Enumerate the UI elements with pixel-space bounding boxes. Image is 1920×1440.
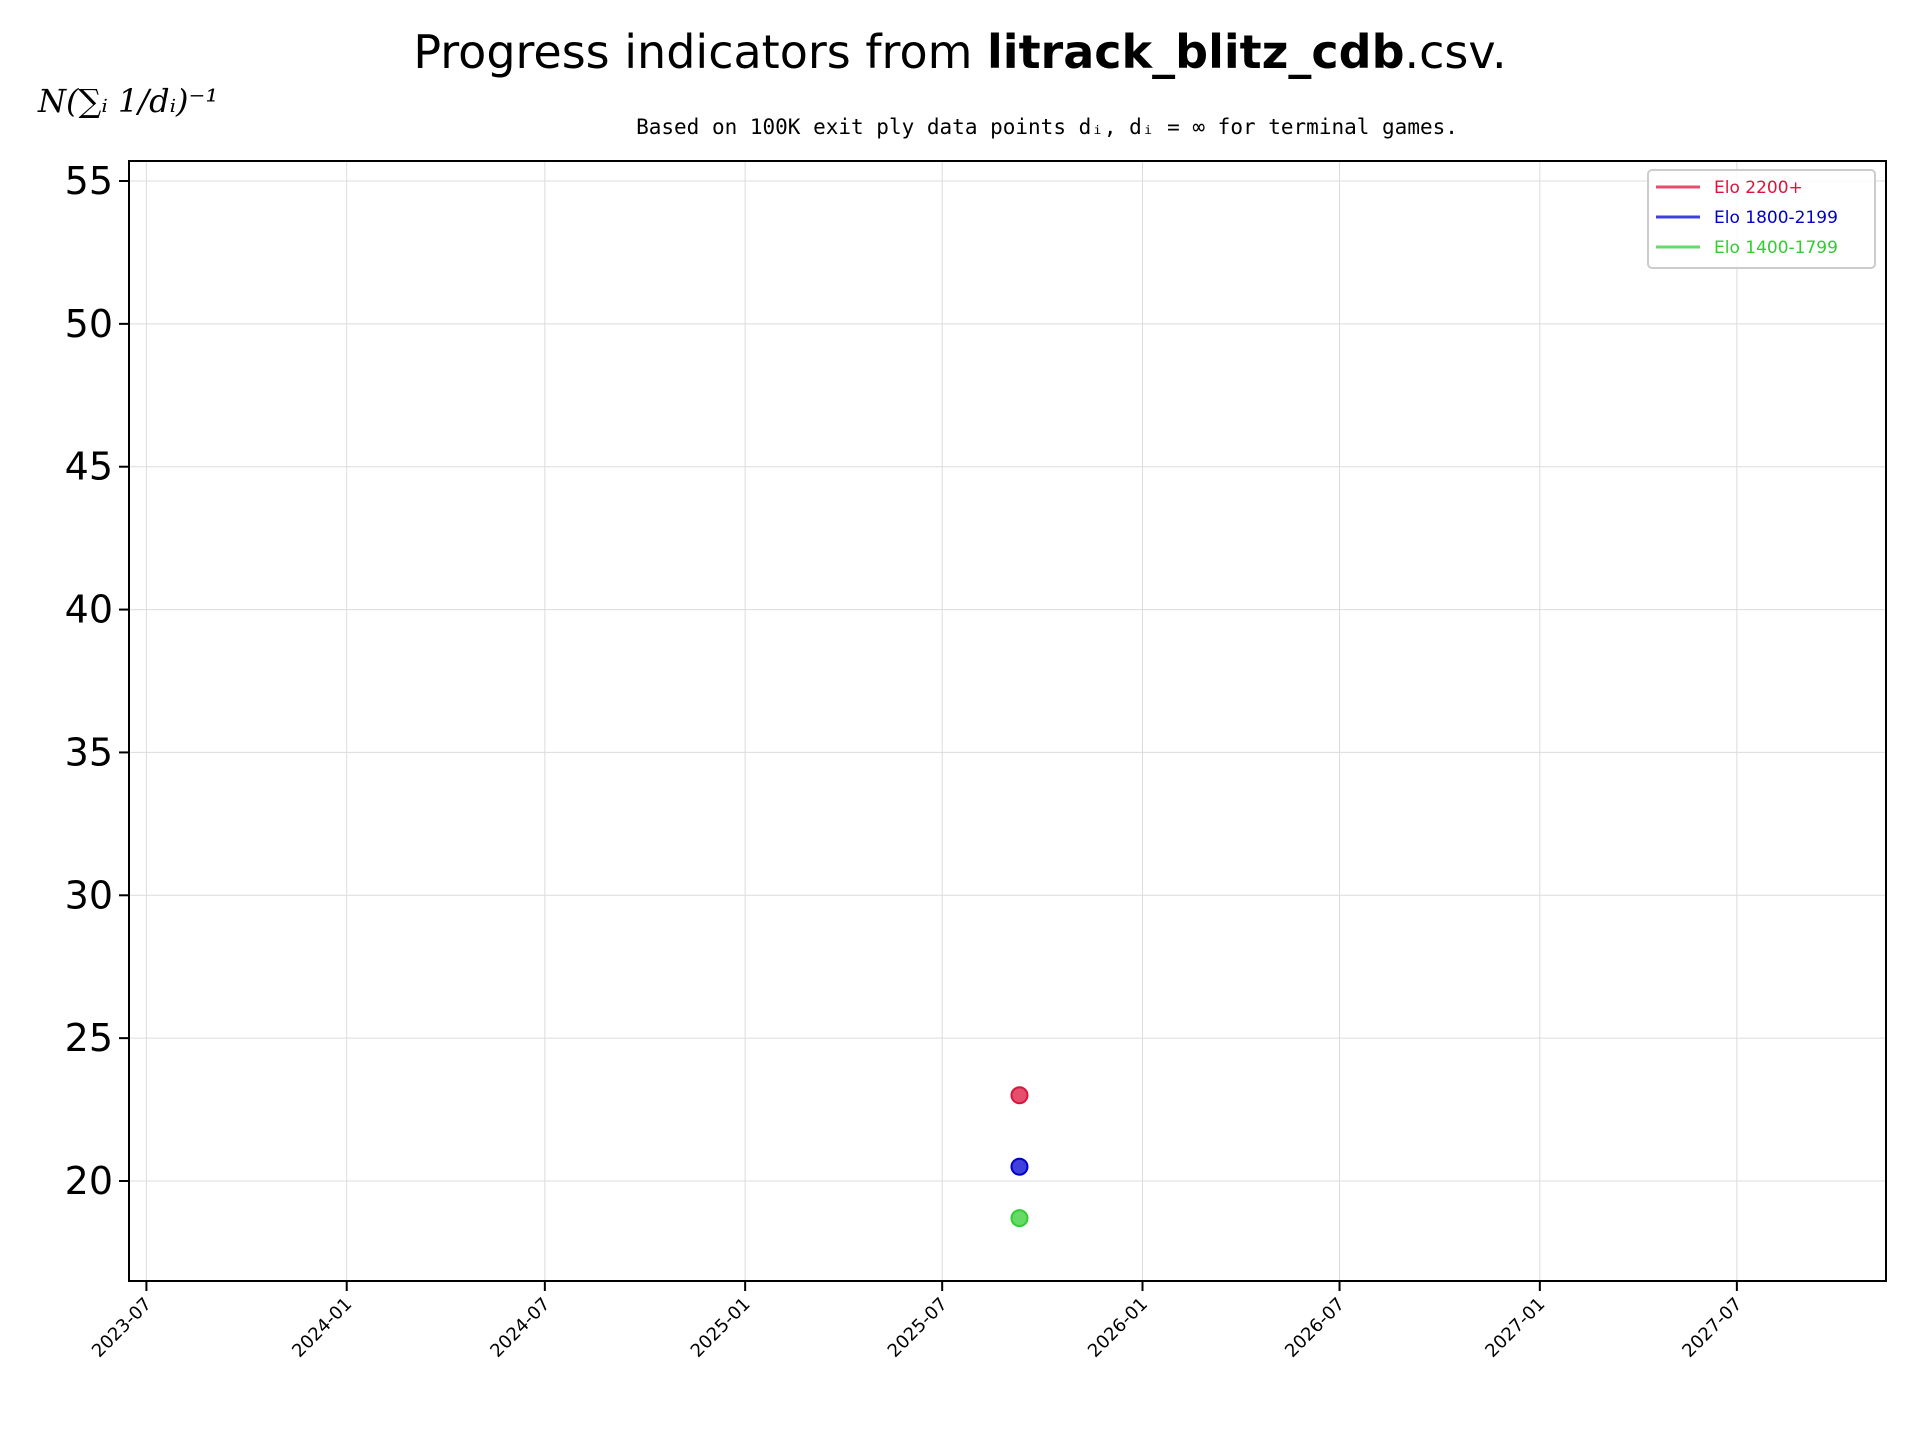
data-point [1010, 1086, 1029, 1105]
legend-label: Elo 1800-2199 [1714, 208, 1838, 228]
legend-label: Elo 1400-1799 [1714, 238, 1838, 258]
plot-frame [128, 160, 1887, 1282]
x-tick-label: 2026-07 [1281, 1294, 1349, 1362]
y-tick-label: 45 [65, 445, 113, 489]
x-tick-label: 2024-01 [288, 1294, 356, 1362]
legend-label: Elo 2200+ [1714, 178, 1803, 198]
y-axis-label: N(∑ᵢ 1/dᵢ)⁻¹ [37, 82, 218, 120]
y-tick-label: 50 [65, 302, 113, 346]
legend: Elo 2200+ Elo 1800-2199 Elo 1400-1799 [1647, 169, 1876, 269]
x-tick-label: 2026-01 [1084, 1294, 1152, 1362]
y-tick-label: 30 [65, 873, 113, 917]
chart-title-suffix: .csv. [1405, 25, 1507, 79]
y-tick-label: 55 [65, 159, 113, 203]
y-tick-label: 35 [65, 730, 113, 774]
chart-title: Progress indicators from litrack_blitz_c… [413, 25, 1506, 79]
x-tick-label: 2025-01 [687, 1294, 755, 1362]
chart-title-bold: litrack_blitz_cdb [987, 25, 1404, 79]
data-point [1010, 1209, 1029, 1228]
x-tick-label: 2023-07 [88, 1294, 156, 1362]
chart-title-prefix: Progress indicators from [413, 25, 987, 79]
y-tick-label: 40 [65, 588, 113, 632]
y-tick-label: 20 [65, 1159, 113, 1203]
y-tick-label: 25 [65, 1016, 113, 1060]
x-tick-label: 2025-07 [884, 1294, 952, 1362]
x-tick-label: 2027-01 [1481, 1294, 1549, 1362]
data-points [1010, 1086, 1029, 1228]
chart-subtitle: Based on 100K exit ply data points dᵢ, d… [636, 115, 1458, 139]
x-tick-label: 2024-07 [486, 1294, 554, 1362]
x-tick-label: 2027-07 [1678, 1294, 1746, 1362]
legend-box [1647, 169, 1876, 269]
grid-lines [129, 161, 1886, 1281]
data-point [1010, 1157, 1029, 1176]
